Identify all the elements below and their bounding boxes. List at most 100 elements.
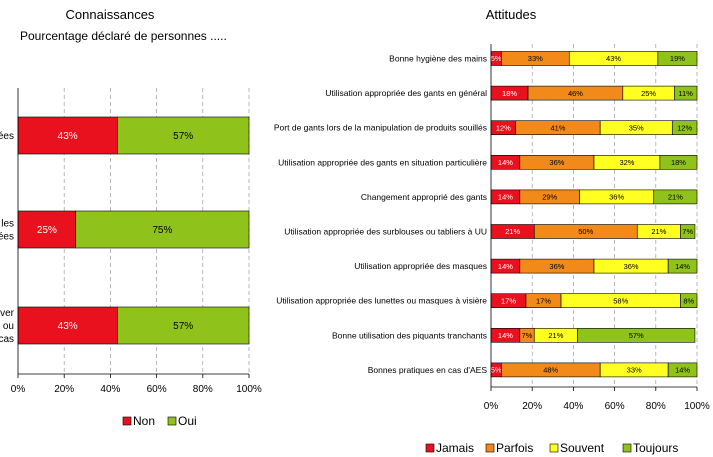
right-bar-segment-toujours <box>680 224 696 239</box>
legend-label-souvent: Souvent <box>560 441 605 455</box>
left-chart-axis: 0% 20% 40% 60% 80% 100% <box>11 88 262 395</box>
left-x-tick-label: 100% <box>236 384 262 395</box>
right-bar-data-label: 21% <box>651 227 666 236</box>
right-legend: Jamais Parfois Souvent Toujours <box>425 441 678 455</box>
right-bar-data-label: 8% <box>683 296 694 305</box>
left-category-label: cas <box>0 334 14 345</box>
left-category-label: s les <box>0 219 14 230</box>
right-category-label: Utilisation appropriée des gants en situ… <box>278 157 487 167</box>
right-bar-data-label: 14% <box>675 262 690 271</box>
left-bar-segment-oui <box>117 116 250 155</box>
right-bar-segment-toujours <box>657 51 698 66</box>
right-bar-data-label: 21% <box>548 331 563 340</box>
right-x-tick-label: 60% <box>605 401 625 412</box>
legend-swatch-jamais <box>425 443 435 453</box>
right-bar-data-label: 14% <box>498 158 513 167</box>
right-category-label: Port de gants lors de la manipulation de… <box>274 123 487 133</box>
right-bar-data-label: 19% <box>670 54 685 63</box>
right-x-tick-label: 80% <box>646 401 666 412</box>
right-category-label: Bonne utilisation des piquants tranchant… <box>332 330 487 340</box>
right-bar-data-label: 32% <box>619 158 634 167</box>
right-bar-data-label: 35% <box>629 123 644 132</box>
legend-swatch-souvent <box>549 443 559 453</box>
right-bar-data-label: 18% <box>502 89 517 98</box>
left-legend: Non Oui <box>122 414 197 428</box>
right-chart-categories: Bonne hygiène des mains Utilisation appro… <box>274 54 487 375</box>
left-x-tick-label: 0% <box>11 384 26 395</box>
legend-label-jamais: Jamais <box>436 441 474 455</box>
right-category-label: Bonne hygiène des mains <box>389 54 487 64</box>
right-bar-segment-toujours <box>674 85 698 101</box>
legend-label-parfois: Parfois <box>496 441 533 455</box>
left-chart-categories: ées s les ées uver ou cas <box>0 131 15 345</box>
right-bar-data-label: 21% <box>668 193 683 202</box>
left-bar-segment-non <box>17 306 118 345</box>
right-chart-grid <box>531 44 698 387</box>
right-bar-data-label: 7% <box>522 331 533 340</box>
right-bar-segment-toujours <box>653 189 698 205</box>
left-x-tick-label: 20% <box>54 384 74 395</box>
right-bar-data-label: 12% <box>496 123 511 132</box>
left-category-label: uver <box>0 308 15 319</box>
right-x-tick-label: 100% <box>684 401 710 412</box>
right-bar-data-label: 7% <box>682 227 693 236</box>
right-bar-data-label: 12% <box>677 123 692 132</box>
right-bar-data-label: 5% <box>491 366 502 375</box>
left-bar-segment-oui <box>75 210 250 249</box>
right-category-label: Utilisation appropriée des masques <box>354 261 487 271</box>
right-bar-data-label: 14% <box>498 193 513 202</box>
right-bar-segment-toujours <box>680 293 698 309</box>
right-bar-data-label: 29% <box>542 193 557 202</box>
right-bar-data-label: 11% <box>678 89 693 98</box>
left-x-tick-label: 80% <box>193 384 213 395</box>
legend-label-oui: Oui <box>178 414 197 428</box>
legend-swatch-toujours <box>622 443 632 453</box>
legend-label-non: Non <box>133 414 155 428</box>
right-bar-data-label: 46% <box>568 89 583 98</box>
right-bar-data-label: 21% <box>505 227 520 236</box>
right-bar-segment-toujours <box>659 155 698 170</box>
right-bar-data-label: 33% <box>627 366 642 375</box>
left-bar-data-label: 57% <box>173 321 193 332</box>
right-chart-bars: 5% 33% 43% 19% 18% 46% 25% 11% 12% 41% 35% 12% 14% 36… <box>490 51 698 378</box>
left-chart-title: Connaissances <box>66 7 155 22</box>
right-bar-data-label: 5% <box>491 54 502 63</box>
right-category-label: Utilisation appropriée des gants en géné… <box>325 88 487 98</box>
right-bar-data-label: 36% <box>549 158 564 167</box>
right-bar-data-label: 58% <box>613 296 628 305</box>
legend-label-toujours: Toujours <box>633 441 678 455</box>
left-x-tick-label: 40% <box>100 384 120 395</box>
right-bar-segment-toujours <box>577 327 696 343</box>
legend-swatch-oui <box>167 416 177 426</box>
left-bar-data-label: 75% <box>152 225 172 236</box>
legend-swatch-non <box>122 416 132 426</box>
right-bar-segment-toujours <box>671 120 698 135</box>
right-bar-data-label: 18% <box>671 158 686 167</box>
right-bar-data-label: 36% <box>549 262 564 271</box>
left-bar-data-label: 57% <box>173 131 193 142</box>
right-bar-data-label: 25% <box>641 89 656 98</box>
legend-swatch-parfois <box>485 443 495 453</box>
right-bar-data-label: 17% <box>536 296 551 305</box>
right-chart-title: Attitudes <box>486 7 537 22</box>
right-bar-data-label: 48% <box>543 366 558 375</box>
left-chart-subtitle: Pourcentage déclaré de personnes ..... <box>20 29 227 43</box>
right-x-tick-label: 20% <box>522 401 542 412</box>
left-bar-segment-non <box>17 210 77 249</box>
right-bar-data-label: 50% <box>578 227 593 236</box>
right-bar-segment-toujours <box>667 258 698 274</box>
right-bar-data-label: 14% <box>675 366 690 375</box>
right-bar-data-label: 33% <box>528 54 543 63</box>
left-category-label: ées <box>0 131 14 142</box>
right-category-label: Utilisation appropriée des surblouses ou… <box>284 227 487 237</box>
right-category-label: Bonnes pratiques en cas d'AES <box>368 365 488 375</box>
left-bar-data-label: 25% <box>37 225 57 236</box>
left-chart-bars: 43% 57% 25% 75% 43% 57% <box>17 116 250 345</box>
right-bar-data-label: 36% <box>624 262 639 271</box>
left-category-label: ées <box>0 232 14 243</box>
right-bar-data-label: 43% <box>606 54 621 63</box>
right-bar-data-label: 41% <box>550 123 565 132</box>
right-bar-data-label: 14% <box>498 262 513 271</box>
right-chart-axis: 0% 20% 40% 60% 80% 100% <box>484 44 710 412</box>
